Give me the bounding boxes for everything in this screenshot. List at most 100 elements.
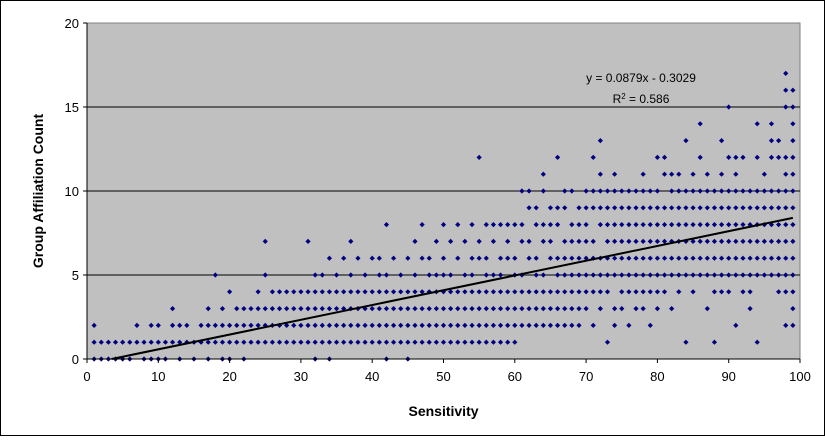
data-point	[505, 238, 511, 244]
data-point	[554, 306, 561, 312]
data-point	[661, 205, 668, 211]
data-point	[419, 306, 425, 312]
data-point	[526, 289, 532, 295]
x-tick-label: 30	[294, 369, 308, 384]
data-point	[241, 339, 247, 345]
data-point	[754, 272, 760, 278]
data-point	[583, 188, 589, 194]
data-point	[790, 322, 796, 328]
data-point	[376, 339, 382, 345]
data-point	[455, 306, 461, 312]
data-point	[483, 222, 489, 228]
data-point	[576, 289, 582, 295]
data-point	[562, 272, 568, 278]
data-point	[212, 272, 218, 278]
data-point	[455, 255, 461, 261]
data-point	[276, 306, 283, 312]
data-point	[355, 289, 361, 295]
data-point	[711, 222, 718, 228]
data-point	[426, 306, 432, 312]
data-point	[540, 272, 546, 278]
data-point	[483, 339, 489, 345]
data-point	[626, 205, 632, 211]
data-point	[790, 171, 796, 177]
data-point	[733, 272, 739, 278]
data-point	[547, 255, 554, 261]
data-point	[790, 87, 796, 93]
data-point	[547, 205, 554, 211]
data-point	[747, 188, 753, 194]
data-point	[562, 322, 568, 328]
data-point	[761, 238, 767, 244]
data-point	[619, 238, 625, 244]
data-point	[590, 238, 596, 244]
data-point	[654, 306, 660, 312]
data-point	[683, 339, 689, 345]
data-point	[476, 306, 482, 312]
data-point	[526, 322, 532, 328]
data-point	[405, 322, 411, 328]
data-point	[640, 171, 646, 177]
data-point	[519, 222, 525, 228]
data-point	[426, 255, 432, 261]
data-point	[505, 322, 511, 328]
data-point	[726, 272, 732, 278]
data-point	[219, 306, 226, 312]
data-point	[661, 289, 668, 295]
data-point	[669, 222, 675, 228]
data-point	[533, 306, 539, 312]
data-point	[754, 188, 760, 194]
data-point	[255, 322, 261, 328]
data-point	[683, 272, 689, 278]
data-point	[227, 322, 233, 328]
data-point	[626, 188, 632, 194]
data-point	[747, 289, 753, 295]
data-point	[718, 205, 725, 211]
y-tick-label: 20	[65, 16, 79, 31]
trendline	[111, 216, 794, 360]
data-point	[711, 255, 718, 261]
data-point	[612, 272, 618, 278]
data-point	[718, 289, 725, 295]
data-point	[383, 272, 390, 278]
data-point	[683, 138, 689, 144]
data-point	[726, 188, 732, 194]
data-point	[248, 339, 254, 345]
data-point	[512, 222, 518, 228]
data-point	[440, 322, 447, 328]
data-point	[669, 255, 675, 261]
data-point	[483, 255, 489, 261]
data-point	[768, 205, 775, 211]
data-point	[369, 306, 375, 312]
data-point	[554, 322, 561, 328]
data-point	[483, 272, 489, 278]
data-point	[768, 272, 775, 278]
data-point	[162, 339, 169, 345]
data-point	[433, 339, 439, 345]
data-point	[533, 255, 539, 261]
data-point	[718, 255, 725, 261]
data-point	[269, 289, 275, 295]
data-point	[390, 306, 397, 312]
data-point	[440, 272, 447, 278]
data-point	[647, 255, 653, 261]
data-point	[505, 339, 511, 345]
data-point	[554, 222, 561, 228]
data-point	[654, 289, 660, 295]
data-point	[547, 306, 554, 312]
data-point	[718, 222, 725, 228]
data-point	[569, 222, 575, 228]
data-point	[583, 255, 589, 261]
data-point	[768, 188, 775, 194]
data-point	[440, 339, 447, 345]
data-point	[612, 171, 618, 177]
data-point	[676, 272, 682, 278]
data-point	[676, 222, 682, 228]
data-point	[326, 339, 333, 345]
data-point	[647, 272, 653, 278]
data-point	[526, 205, 532, 211]
data-point	[433, 322, 439, 328]
data-point	[776, 188, 782, 194]
data-point	[476, 322, 482, 328]
data-point	[91, 339, 97, 345]
